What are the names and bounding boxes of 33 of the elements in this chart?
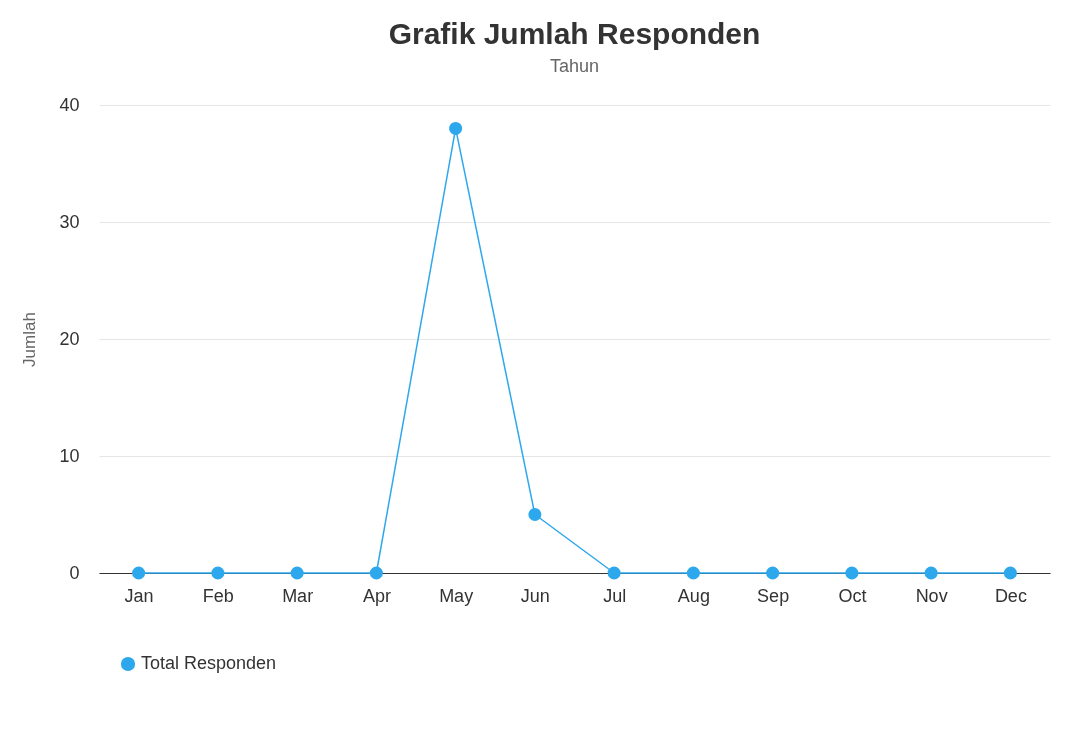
chart-subtitle: Tahun <box>549 56 600 76</box>
x-tick-label: Dec <box>994 585 1027 606</box>
point <box>766 566 780 580</box>
point <box>449 121 463 135</box>
y-tick-label: 20 <box>59 328 80 349</box>
y-tick-label: 10 <box>59 445 80 466</box>
legend-label: Total Responden <box>141 653 277 673</box>
x-tick-label: Jun <box>520 585 550 606</box>
x-tick-label: Jul <box>603 585 627 606</box>
point <box>132 566 146 580</box>
x-tick-label: Feb <box>202 585 234 606</box>
point <box>686 566 700 580</box>
point <box>607 566 621 580</box>
point <box>845 566 859 580</box>
x-tick-label: Nov <box>915 585 948 606</box>
y-tick-label: 0 <box>69 562 80 583</box>
chart-title: Grafik Jumlah Responden <box>388 17 761 50</box>
x-tick-label: Jan <box>124 585 154 606</box>
point <box>290 566 304 580</box>
point <box>528 507 542 522</box>
x-tick-label: Apr <box>362 585 391 606</box>
point <box>924 566 938 580</box>
x-tick-label: Oct <box>838 585 867 606</box>
y-tick-label: 40 <box>59 94 80 115</box>
x-tick-label: Sep <box>757 585 790 606</box>
point <box>1003 566 1017 580</box>
point <box>369 566 383 580</box>
x-tick-label: Mar <box>282 585 314 606</box>
y-tick-label: 30 <box>59 211 80 232</box>
x-tick-label: May <box>439 585 474 606</box>
x-tick-label: Aug <box>677 585 710 606</box>
point <box>211 566 225 580</box>
y-axis-title: Jumlah <box>20 312 40 367</box>
